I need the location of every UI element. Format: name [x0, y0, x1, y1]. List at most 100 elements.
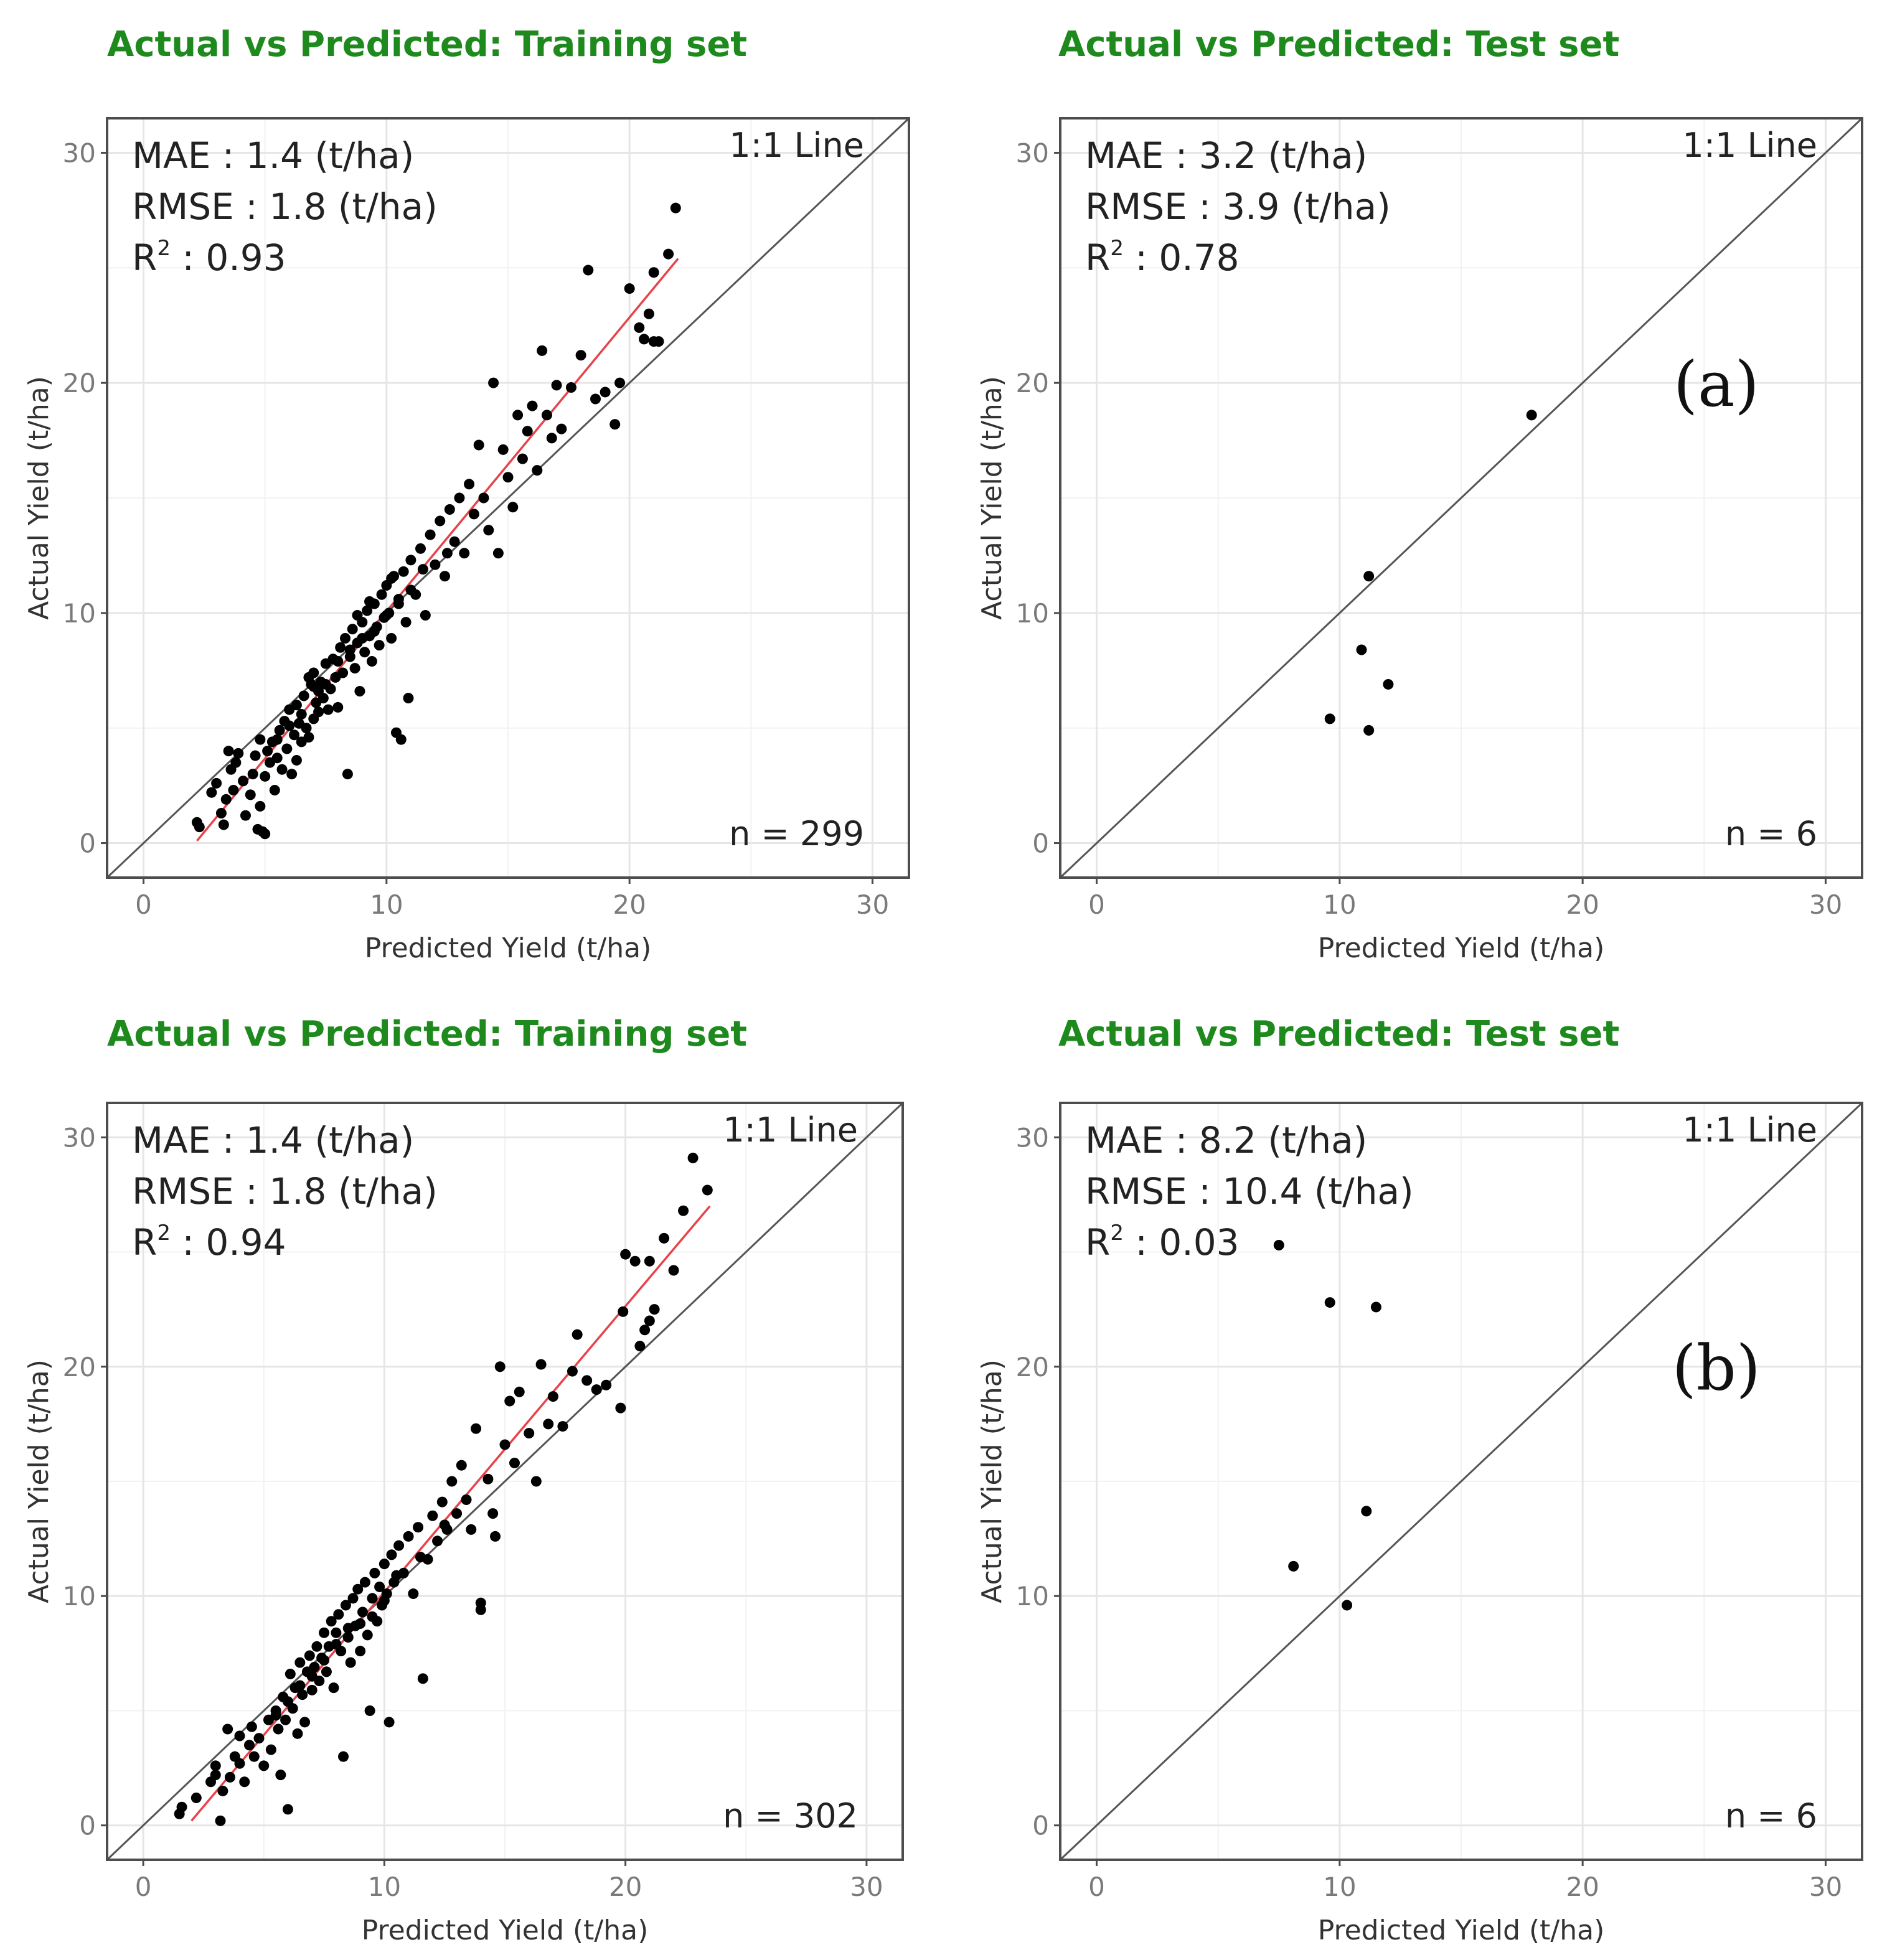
sample-size-label: n = 6	[1725, 1796, 1817, 1836]
data-point	[243, 1740, 255, 1751]
data-point	[648, 336, 659, 347]
data-point	[210, 1760, 221, 1771]
data-point	[194, 822, 205, 833]
plot-frame	[1059, 1102, 1863, 1861]
data-point	[191, 1793, 202, 1804]
data-point	[215, 1815, 226, 1826]
data-point	[618, 1306, 629, 1317]
data-point	[364, 1705, 375, 1716]
data-point	[352, 610, 363, 621]
y-tick-label: 20	[63, 1352, 96, 1382]
data-point	[492, 548, 504, 559]
chart-panel-4: Actual vs Predicted: Test set 0 10 20 30 0 10 2…	[976, 1014, 1863, 1946]
data-point	[543, 1418, 554, 1430]
data-point	[322, 704, 334, 715]
data-point	[240, 810, 251, 821]
x-tick-label: 0	[135, 1872, 152, 1902]
rmse-label: RMSE : 1.8 (t/ha)	[132, 185, 438, 228]
data-point	[369, 1567, 380, 1578]
data-point	[320, 678, 331, 690]
data-point	[270, 1710, 281, 1721]
mae-label: MAE : 8.2 (t/ha)	[1085, 1119, 1367, 1161]
rmse-label: RMSE : 1.8 (t/ha)	[132, 1170, 438, 1212]
data-point	[415, 543, 426, 554]
data-point	[383, 1717, 395, 1728]
data-point	[253, 1733, 265, 1744]
data-point	[504, 1395, 515, 1407]
data-point	[1526, 410, 1537, 421]
x-tick-label: 0	[1088, 889, 1105, 920]
r-squared-label: R2 : 0.78	[1085, 236, 1240, 279]
data-point	[546, 433, 557, 444]
data-point	[475, 1604, 486, 1615]
x-axis-label: Predicted Yield (t/ha)	[1318, 932, 1605, 964]
data-point	[282, 1696, 293, 1707]
data-point	[551, 380, 562, 391]
data-point	[347, 1593, 359, 1604]
data-point	[332, 701, 344, 713]
data-point	[381, 610, 392, 621]
data-point	[328, 1682, 339, 1694]
y-tick-label: 10	[63, 598, 96, 629]
data-point	[575, 350, 586, 361]
data-point	[507, 502, 519, 513]
data-point	[379, 1595, 390, 1606]
data-point	[670, 202, 681, 213]
data-point	[386, 633, 397, 644]
data-point	[522, 426, 533, 437]
y-tick-label: 0	[1032, 1811, 1049, 1841]
x-tick-label: 10	[1323, 1872, 1356, 1902]
data-point	[644, 1255, 655, 1267]
data-point	[427, 1510, 438, 1521]
data-point	[291, 700, 302, 711]
data-point	[590, 393, 601, 405]
plot-frame	[106, 117, 910, 879]
data-point	[634, 1341, 646, 1352]
data-point	[215, 807, 227, 818]
data-point	[255, 800, 266, 812]
data-point	[464, 479, 475, 490]
data-point	[556, 423, 567, 434]
data-point	[331, 1627, 342, 1638]
y-axis-label: Actual Yield (t/ha)	[976, 1359, 1008, 1603]
data-point	[446, 1476, 458, 1487]
data-point	[541, 410, 552, 421]
data-point	[280, 1714, 291, 1725]
data-point	[220, 794, 232, 805]
data-point	[400, 617, 412, 628]
data-point	[260, 771, 271, 782]
data-point	[269, 785, 280, 796]
data-point	[547, 1391, 558, 1402]
data-point	[537, 345, 548, 356]
data-point	[345, 1657, 356, 1668]
data-point	[344, 644, 355, 655]
data-point	[1363, 724, 1375, 736]
data-point	[535, 1359, 547, 1370]
data-point	[557, 1421, 568, 1432]
data-point	[454, 492, 465, 504]
data-point	[333, 1609, 344, 1620]
data-point	[532, 465, 543, 476]
data-point	[473, 439, 484, 451]
data-point	[359, 1577, 370, 1588]
x-tick-label: 10	[368, 1872, 401, 1902]
rmse-label: RMSE : 3.9 (t/ha)	[1085, 185, 1391, 228]
data-point	[471, 1423, 482, 1434]
data-point	[339, 633, 351, 644]
data-point	[340, 1600, 351, 1611]
x-tick-label: 30	[1809, 889, 1842, 920]
mae-label: MAE : 1.4 (t/ha)	[132, 1119, 414, 1161]
data-point	[273, 1723, 284, 1735]
data-point	[246, 1721, 257, 1732]
data-point	[292, 1728, 303, 1739]
data-point	[565, 382, 576, 393]
y-tick-label: 20	[1016, 368, 1049, 398]
data-point	[436, 1496, 448, 1508]
data-point	[451, 1508, 463, 1519]
data-point	[514, 1386, 525, 1397]
data-point	[367, 1593, 378, 1604]
identity-line-label: 1:1 Line	[1682, 126, 1817, 165]
data-point	[1324, 1297, 1335, 1308]
identity-line-label: 1:1 Line	[729, 126, 864, 165]
